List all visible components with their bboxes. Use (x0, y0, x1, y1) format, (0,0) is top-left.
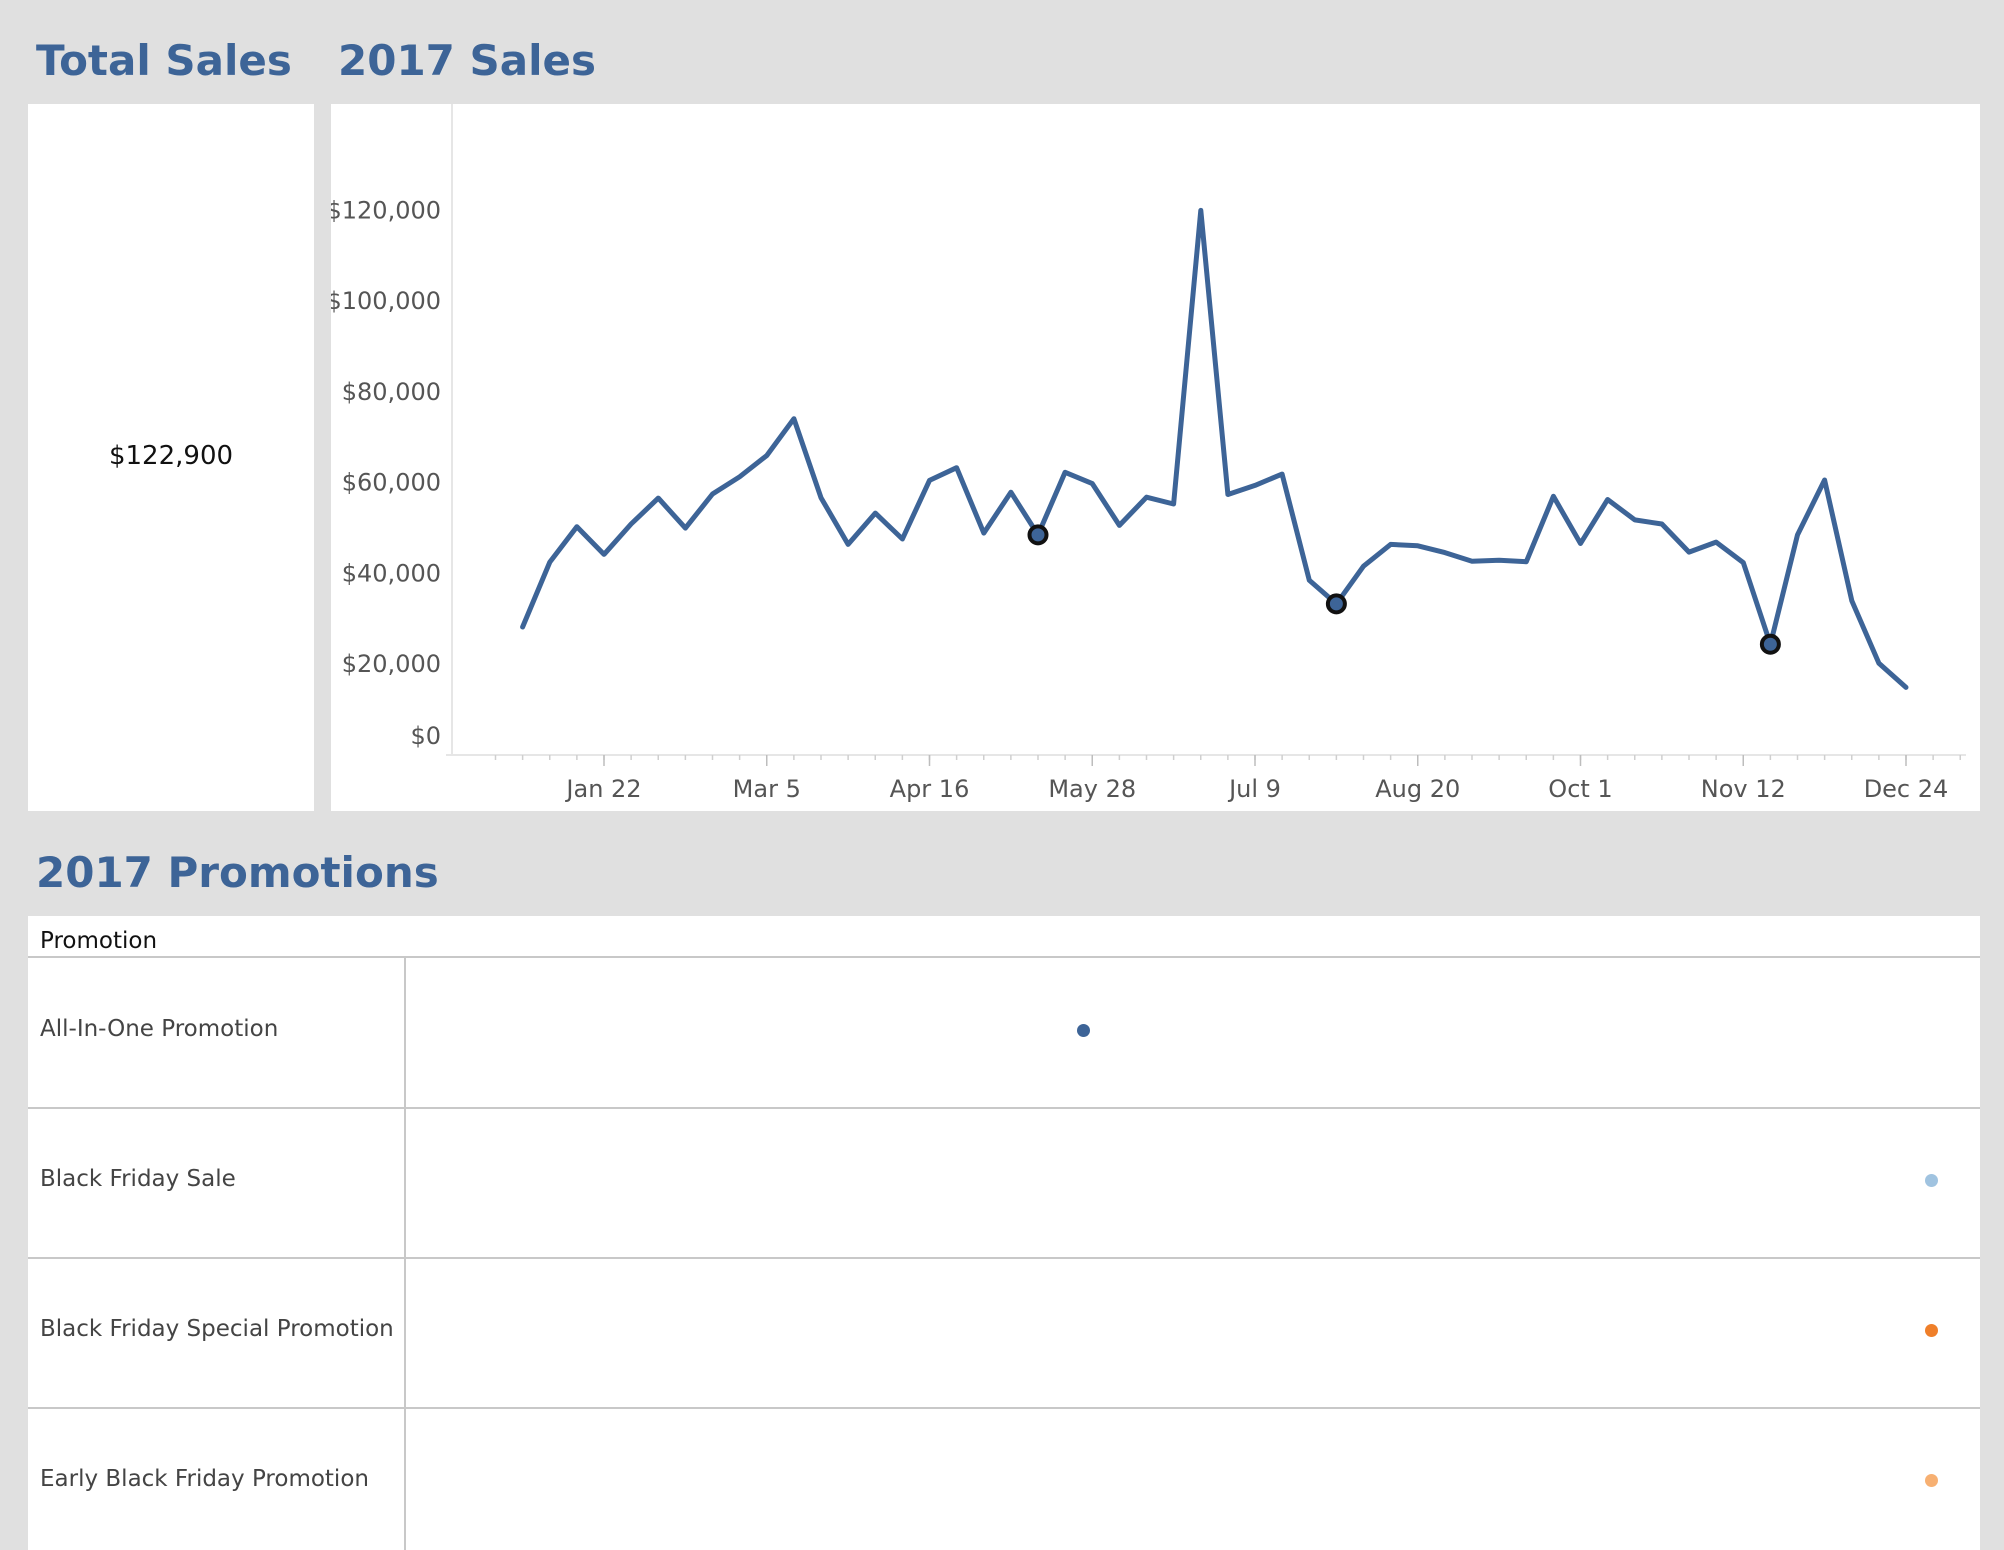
promotion-date-marker[interactable] (1077, 1024, 1091, 1037)
y-tick-label: $120,000 (331, 196, 441, 224)
sales-series-line (520, 207, 1909, 690)
table-header-divider (28, 956, 1980, 958)
promotions-panel: Promotion All-In-One Promotion Black Frid… (28, 916, 1980, 1550)
x-tick-label: Oct 1 (1548, 775, 1612, 803)
sales-chart-panel: Jan 22 Mar 5 Apr 16 May 28 Jul 9 Aug 20 Oct 1 N… (331, 104, 1980, 811)
x-tick-label: Mar 5 (733, 775, 801, 803)
highlighted-sales-point (1325, 593, 1347, 615)
x-tick-label: Aug 20 (1375, 775, 1460, 803)
highlighted-sales-point (1759, 633, 1781, 655)
promotion-date-marker[interactable] (1924, 1474, 1938, 1487)
y-tick-label: $0 (410, 722, 441, 750)
x-tick-label: Dec 24 (1864, 775, 1949, 803)
total-sales-value: $122,900 (108, 441, 234, 471)
y-tick-label: $100,000 (331, 287, 441, 315)
promotion-label: Black Friday Special Promotion (40, 1316, 394, 1342)
table-row-divider (28, 1107, 1980, 1109)
x-tick-label: Jan 22 (564, 775, 641, 803)
sales-line-chart[interactable]: Jan 22 Mar 5 Apr 16 May 28 Jul 9 Aug 20 Oct 1 N… (331, 104, 1980, 811)
y-tick-label: $60,000 (342, 469, 441, 497)
highlighted-sales-point (1027, 524, 1049, 546)
sales-chart-title: 2017 Sales (338, 36, 596, 85)
promotion-label: All-In-One Promotion (40, 1016, 279, 1042)
promotion-row[interactable]: Black Friday Special Promotion (28, 1258, 1980, 1408)
promotion-row[interactable]: Early Black Friday Promotion (28, 1408, 1980, 1550)
promotion-column-header: Promotion (40, 928, 158, 954)
table-column-divider (404, 958, 406, 1550)
table-row-divider (28, 1407, 1980, 1409)
promotion-date-marker[interactable] (1924, 1324, 1938, 1337)
x-tick-label: Nov 12 (1701, 775, 1786, 803)
promotion-label: Early Black Friday Promotion (40, 1466, 369, 1492)
promotion-row[interactable]: Black Friday Sale (28, 1108, 1980, 1258)
promotion-row[interactable]: All-In-One Promotion (28, 958, 1980, 1108)
total-sales-title: Total Sales (36, 36, 292, 85)
y-tick-label: $80,000 (342, 378, 441, 406)
y-tick-label: $40,000 (342, 559, 441, 587)
total-sales-panel: $122,900 (28, 104, 314, 811)
promotion-label: Black Friday Sale (40, 1166, 236, 1192)
promotion-date-marker[interactable] (1924, 1174, 1938, 1187)
table-row-divider (28, 1257, 1980, 1259)
y-tick-label: $20,000 (342, 650, 441, 678)
x-tick-label: Apr 16 (890, 775, 970, 803)
x-tick-label: May 28 (1048, 775, 1136, 803)
promotions-title: 2017 Promotions (36, 848, 439, 897)
x-tick-label: Jul 9 (1227, 775, 1281, 803)
